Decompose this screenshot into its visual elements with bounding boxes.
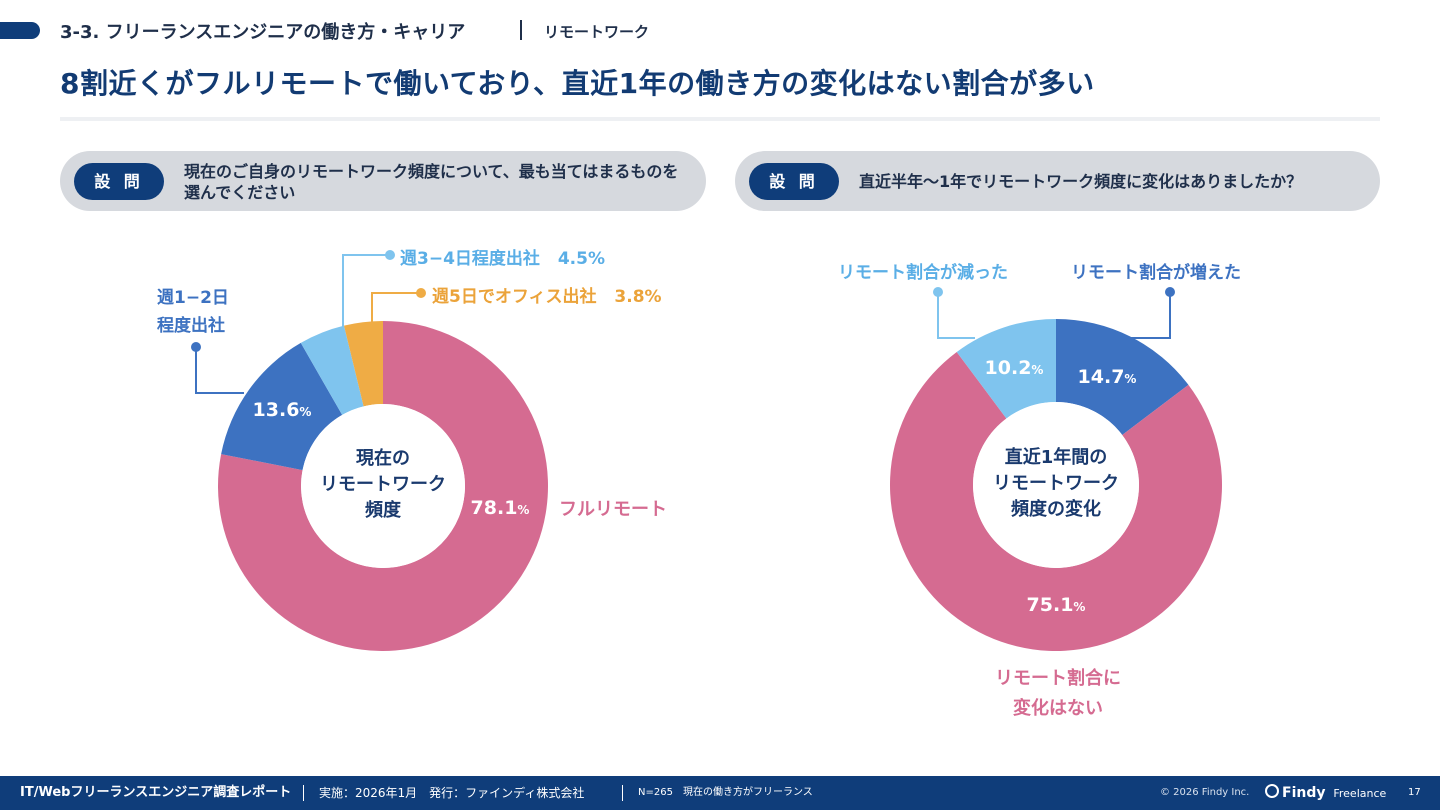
category-label: 週3−4日程度出社 (400, 249, 540, 269)
slice-2 (890, 351, 1222, 651)
center-label-line: 直近1年間の (1005, 446, 1108, 468)
center-label-line: リモートワーク (320, 474, 446, 495)
value-label: 10.2% (985, 357, 1044, 379)
question-box-1: 設 問 現在のご自身のリモートワーク頻度について、最も当てはまるものを選んでくだ… (60, 151, 706, 211)
category-label: 週5日でオフィス出社 (432, 287, 597, 307)
leader-dot (416, 288, 426, 298)
page-title: 8割近くがフルリモートで働いており、直近1年の働き方の変化はない割合が多い (60, 67, 1095, 100)
footer-note: N=265 現在の働き方がフリーランス (638, 787, 813, 798)
label-5-days: 週5日でオフィス出社 3.8% (432, 282, 662, 307)
section-label: 3-3. フリーランスエンジニアの働き方・キャリア (60, 22, 466, 43)
question-text: 現在のご自身のリモートワーク頻度について、最も当てはまるものを選んでください (184, 162, 679, 202)
leader-line (371, 292, 421, 323)
section-divider (520, 20, 522, 40)
logo-icon (1265, 784, 1279, 798)
label-3-4-days: 週3−4日程度出社 4.5% (400, 244, 605, 269)
value-label: 13.6% (253, 399, 312, 421)
slice-2 (221, 342, 343, 471)
value-label: 4.5% (557, 249, 605, 269)
value-label: 75.1% (1027, 594, 1086, 616)
question-text: 直近半年〜1年でリモートワーク頻度に変化はありましたか？ (859, 172, 1303, 191)
findy-logo: Findy Freelance (1265, 776, 1386, 811)
question-badge: 設 問 (74, 163, 164, 200)
leader-line (1130, 292, 1171, 339)
percent-sign: % (1031, 363, 1043, 377)
category-label-line: 程度出社 (157, 316, 225, 336)
center-label-line: 頻度 (365, 499, 402, 521)
category-label-line: リモート割合に (995, 668, 1121, 689)
title-divider (60, 117, 1380, 121)
slice-1 (218, 321, 548, 651)
brand-name: Findy (1282, 785, 1326, 801)
question-box-2: 設 問 直近半年〜1年でリモートワーク頻度に変化はありましたか？ (735, 151, 1380, 211)
percent-sign: % (1124, 372, 1136, 386)
footer-divider (622, 785, 623, 801)
footer: IT/Webフリーランスエンジニア調査レポート 実施：2026年1月 発行：ファ… (0, 776, 1440, 810)
slice-4 (343, 321, 383, 407)
percent-sign: % (517, 503, 529, 517)
footer-date: 実施：2026年1月 発行：ファインディ株式会社 (319, 786, 585, 800)
leader-dot (933, 287, 943, 297)
leader-dot (385, 250, 395, 260)
category-label-line: 週1−2日 (157, 288, 229, 308)
leader-line (937, 292, 975, 339)
question-badge: 設 問 (749, 163, 839, 200)
subsection-label: リモートワーク (544, 23, 650, 41)
label-increased: リモート割合が増えた (1071, 263, 1241, 283)
slice-3 (300, 325, 364, 415)
header-accent-bar (0, 22, 40, 39)
footer-report-title: IT/Webフリーランスエンジニア調査レポート (20, 785, 292, 800)
label-1-2-days: 週1−2日程度出社 (157, 284, 229, 340)
label-full-remote: フルリモート (559, 499, 667, 520)
label-no-change: リモート割合に 変化はない (988, 664, 1128, 724)
center-label-line: 頻度の変化 (1011, 498, 1101, 520)
percent-sign: % (1073, 600, 1085, 614)
leader-line (195, 347, 244, 394)
donut-hole (973, 402, 1139, 568)
category-label-line: 変化はない (1013, 698, 1103, 719)
value-label: 78.1% (471, 497, 530, 519)
percent-sign: % (299, 405, 311, 419)
value-label: 14.7% (1078, 366, 1137, 388)
center-label-line: 現在の (356, 447, 410, 469)
leader-dot (1165, 287, 1175, 297)
leader-lines (191, 250, 1175, 394)
page-number: 17 (1408, 787, 1421, 798)
donut-hole (301, 404, 465, 568)
value-label: 3.8% (614, 287, 662, 307)
category-label: 週1−2日程度出社 (157, 284, 229, 340)
footer-divider (303, 785, 304, 801)
center-label-line: リモートワーク (993, 473, 1119, 494)
leader-dot (191, 342, 201, 352)
leader-line (342, 254, 390, 330)
label-decreased: リモート割合が減った (838, 263, 1008, 283)
slice-3 (956, 319, 1056, 419)
footer-copyright: © 2026 Findy Inc. (1160, 787, 1250, 798)
brand-sub: Freelance (1333, 787, 1387, 800)
slice-1 (1056, 319, 1189, 435)
